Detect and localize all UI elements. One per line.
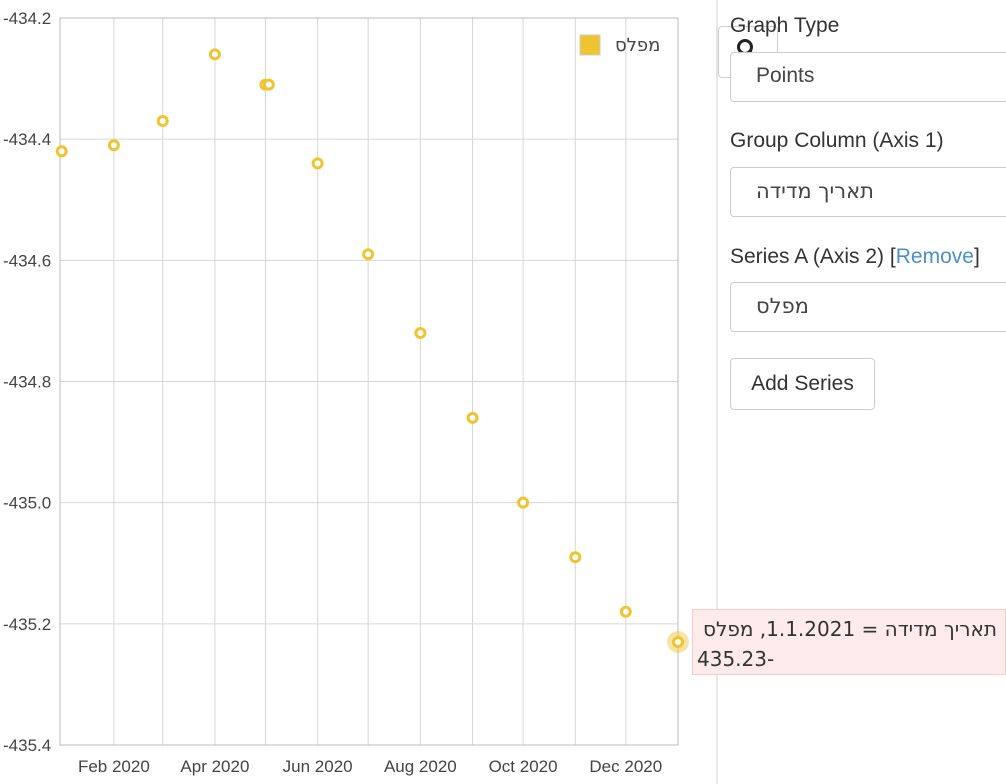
data-tooltip: תאריך מדידה = 1.1.2021, מפלס = 435.23- bbox=[692, 609, 1006, 675]
legend-swatch bbox=[579, 34, 601, 56]
grid bbox=[60, 18, 678, 745]
y-tick-label: -434.2 bbox=[3, 9, 51, 28]
y-axis: -434.2 -434.4 -434.6 -434.8 -435.0 -435.2 -435… bbox=[3, 9, 51, 755]
x-tick-label: Oct 2020 bbox=[489, 757, 558, 776]
data-point[interactable] bbox=[55, 145, 68, 158]
data-point[interactable] bbox=[362, 248, 375, 261]
data-point[interactable] bbox=[619, 605, 632, 618]
data-point[interactable] bbox=[311, 157, 324, 170]
series-a-label: Series A (Axis 2) [Remove] bbox=[730, 245, 980, 269]
data-point[interactable] bbox=[262, 78, 275, 91]
series-a-select[interactable] bbox=[730, 282, 1006, 332]
group-column-select[interactable] bbox=[730, 167, 1006, 217]
data-point[interactable] bbox=[466, 411, 479, 424]
y-tick-label: -435.0 bbox=[3, 494, 51, 513]
data-point[interactable] bbox=[208, 48, 221, 61]
tooltip-line-2: 435.23- bbox=[697, 647, 775, 671]
x-tick-label: Aug 2020 bbox=[384, 757, 457, 776]
group-column-label: Group Column (Axis 1) bbox=[730, 129, 944, 152]
graph-type-select[interactable] bbox=[730, 52, 1006, 102]
x-tick-label: Apr 2020 bbox=[180, 757, 249, 776]
data-point[interactable] bbox=[569, 551, 582, 564]
data-point[interactable] bbox=[517, 496, 530, 509]
x-tick-label: Dec 2020 bbox=[589, 757, 662, 776]
data-point[interactable] bbox=[156, 114, 169, 127]
y-tick-label: -434.4 bbox=[3, 130, 51, 149]
panel-divider bbox=[716, 0, 718, 784]
y-tick-label: -435.4 bbox=[3, 736, 51, 755]
plot-area-border bbox=[59, 17, 679, 746]
legend-label: מפלס bbox=[615, 35, 660, 56]
series-a-label-text: Series A (Axis 2) [ bbox=[730, 245, 896, 268]
group-column-value: תאריך מדידה bbox=[756, 179, 874, 203]
series-points[interactable] bbox=[55, 48, 689, 654]
legend[interactable]: מפלס bbox=[579, 34, 660, 56]
tooltip-line-1: תאריך מדידה = 1.1.2021, מפלס = bbox=[697, 617, 997, 641]
settings-sidebar: Graph Type Points Group Column (Axis 1) … bbox=[718, 0, 1006, 784]
series-a-value: מפלס bbox=[756, 294, 809, 318]
data-point[interactable] bbox=[414, 327, 427, 340]
add-series-button[interactable]: Add Series bbox=[730, 358, 875, 410]
y-tick-label: -435.2 bbox=[3, 615, 51, 634]
x-axis: Feb 2020 Apr 2020 Jun 2020 Aug 2020 Oct 2020… bbox=[78, 757, 662, 776]
data-point[interactable] bbox=[107, 139, 120, 152]
chart-panel: -434.2 -434.4 -434.6 -434.8 -435.0 -435.2 -435… bbox=[0, 0, 716, 784]
remove-series-link[interactable]: Remove bbox=[895, 245, 974, 268]
series-a-label-end: ] bbox=[973, 245, 980, 268]
x-tick-label: Feb 2020 bbox=[78, 757, 150, 776]
y-tick-label: -434.6 bbox=[3, 251, 51, 270]
x-tick-label: Jun 2020 bbox=[283, 757, 353, 776]
graph-type-value: Points bbox=[756, 64, 815, 87]
graph-type-label: Graph Type bbox=[730, 14, 840, 37]
data-point[interactable] bbox=[672, 636, 684, 649]
y-tick-label: -434.8 bbox=[3, 373, 51, 392]
scatter-chart[interactable]: -434.2 -434.4 -434.6 -434.8 -435.0 -435.2 -435… bbox=[0, 0, 716, 784]
